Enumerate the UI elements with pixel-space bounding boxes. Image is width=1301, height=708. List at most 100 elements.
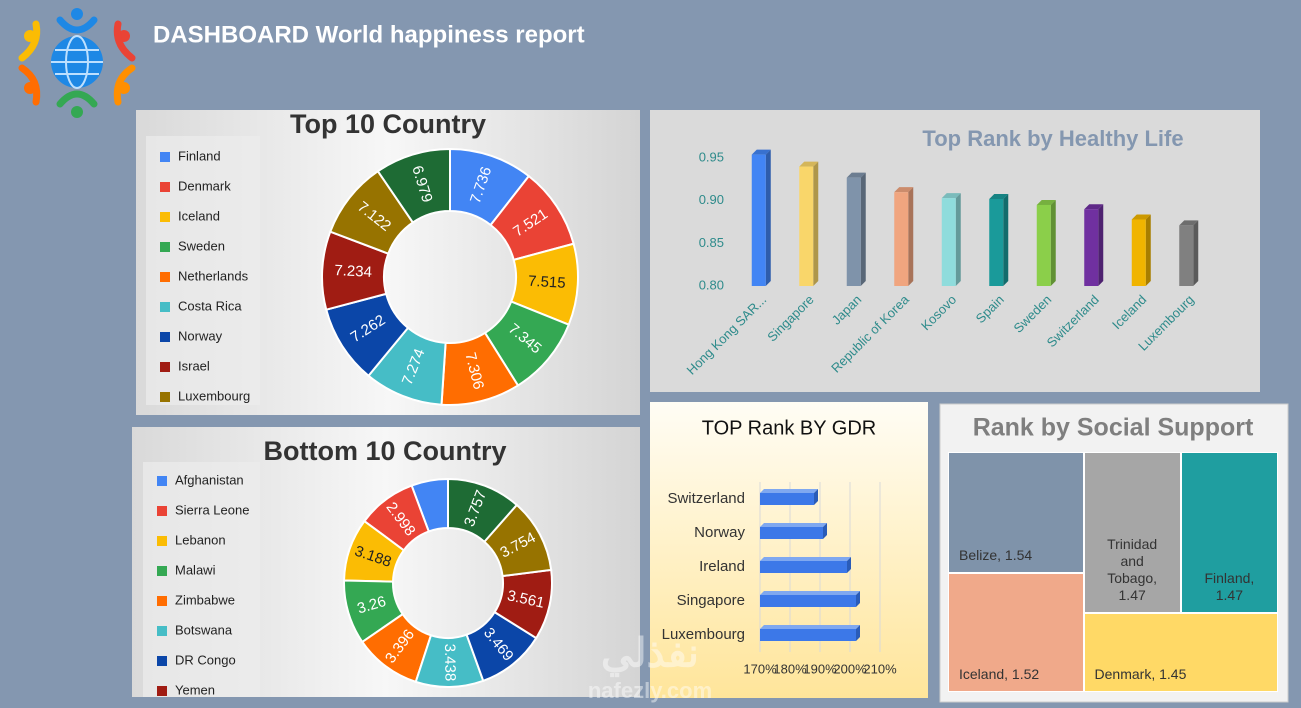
- bar-side: [765, 149, 771, 286]
- bar-top: [894, 187, 914, 193]
- data-label: 3.438: [441, 644, 459, 682]
- legend-swatch: [157, 686, 167, 696]
- x-tick-label: 190%: [803, 661, 837, 676]
- legend-label: Afghanistan: [175, 472, 244, 487]
- watermark: نفذلي: [601, 632, 699, 678]
- data-label: Iceland, 1.52: [959, 665, 1040, 682]
- bar: [760, 527, 823, 539]
- data-label: Belize, 1.54: [959, 546, 1033, 563]
- x-tick-label: 210%: [863, 661, 897, 676]
- legend-label: Costa Rica: [178, 298, 242, 313]
- bar-side: [1050, 199, 1056, 286]
- bar: [1131, 219, 1146, 286]
- dashboard-title: DASHBOARD World happiness report: [153, 21, 585, 48]
- y-tick-label: Singapore: [677, 592, 745, 609]
- donut-slice: [447, 477, 519, 544]
- y-tick-label: 0.80: [699, 277, 724, 292]
- y-tick-label: Luxembourg: [662, 626, 745, 643]
- chart-title: TOP Rank BY GDR: [702, 417, 877, 439]
- bar-side: [1098, 204, 1104, 286]
- x-tick-label: 200%: [833, 661, 867, 676]
- data-label: Finland, 1.47: [1204, 569, 1255, 603]
- logo: [18, 8, 136, 118]
- chart-title: Rank by Social Support: [973, 414, 1254, 442]
- legend-label: Denmark: [178, 178, 231, 193]
- bar-top: [799, 161, 819, 167]
- legend-label: Zimbabwe: [175, 592, 235, 607]
- legend-label: Botswana: [175, 622, 233, 637]
- bar-side: [955, 193, 961, 286]
- y-tick-label: 0.90: [699, 192, 724, 207]
- treemap-cell: Finland, 1.47: [1180, 452, 1278, 613]
- x-tick-label: 170%: [743, 661, 777, 676]
- bar-side: [1003, 193, 1009, 286]
- legend-label: Norway: [178, 328, 223, 343]
- legend-swatch: [160, 272, 170, 282]
- legend-label: Sweden: [178, 238, 225, 253]
- y-tick-label: Norway: [694, 524, 745, 541]
- bar-side: [860, 172, 866, 286]
- y-tick-label: Ireland: [699, 558, 745, 575]
- legend-swatch: [160, 182, 170, 192]
- legend-swatch: [157, 476, 167, 486]
- bar-top: [760, 523, 827, 527]
- chart-title: Top Rank by Healthy Life: [922, 126, 1183, 151]
- legend-box: [146, 136, 260, 405]
- watermark: nafezly.com: [588, 678, 712, 703]
- data-label: Trinidad and Tobago, 1.47: [1107, 535, 1158, 603]
- y-tick-label: 0.85: [699, 235, 724, 250]
- bar-side: [847, 557, 851, 573]
- panel: [650, 402, 928, 698]
- legend-label: Netherlands: [178, 268, 249, 283]
- legend-swatch: [160, 392, 170, 402]
- bar: [760, 595, 856, 607]
- bar-top: [1131, 214, 1151, 220]
- bar-top: [751, 149, 771, 155]
- legend-label: Israel: [178, 358, 210, 373]
- bar-top: [760, 489, 818, 493]
- data-label: 7.515: [528, 273, 566, 292]
- bar-side: [1193, 220, 1199, 286]
- legend-label: DR Congo: [175, 652, 236, 667]
- legend-label: Sierra Leone: [175, 502, 249, 517]
- bar: [751, 154, 766, 286]
- legend-swatch: [160, 152, 170, 162]
- bar-top: [1179, 220, 1199, 226]
- legend-swatch: [160, 362, 170, 372]
- bar-top: [760, 557, 851, 561]
- bar: [799, 166, 814, 286]
- bar-top: [1084, 204, 1104, 210]
- bar-side: [908, 187, 914, 286]
- legend-swatch: [157, 656, 167, 666]
- legend-swatch: [157, 506, 167, 516]
- y-tick-label: Switzerland: [667, 490, 745, 507]
- plots: Top 10 Country7.736Finland7.521Denmark7.…: [157, 109, 1254, 697]
- treemap-cell: Belize, 1.54: [948, 452, 1084, 573]
- legend-label: Finland: [178, 148, 221, 163]
- bar-side: [856, 591, 860, 607]
- treemap-cell: Trinidad and Tobago, 1.47: [1083, 452, 1181, 613]
- bar-side: [814, 489, 818, 505]
- legend-label: Yemen: [175, 682, 215, 697]
- bar-top: [760, 625, 860, 629]
- legend-swatch: [157, 536, 167, 546]
- donut-slice: [376, 147, 451, 224]
- bar-side: [1145, 214, 1151, 286]
- bar-top: [846, 172, 866, 178]
- bar: [1036, 204, 1051, 286]
- bar: [1179, 225, 1194, 286]
- bar-top: [760, 591, 860, 595]
- bar-top: [941, 193, 961, 199]
- bar-top: [989, 193, 1009, 199]
- bar: [941, 198, 956, 286]
- bar: [846, 177, 861, 286]
- bar-side: [856, 625, 860, 641]
- legend-swatch: [160, 242, 170, 252]
- bar: [894, 192, 909, 286]
- legend-swatch: [160, 212, 170, 222]
- bar: [760, 629, 856, 641]
- chart-title: Top 10 Country: [290, 109, 486, 139]
- bar-side: [813, 161, 819, 286]
- data-label: 7.234: [334, 262, 372, 281]
